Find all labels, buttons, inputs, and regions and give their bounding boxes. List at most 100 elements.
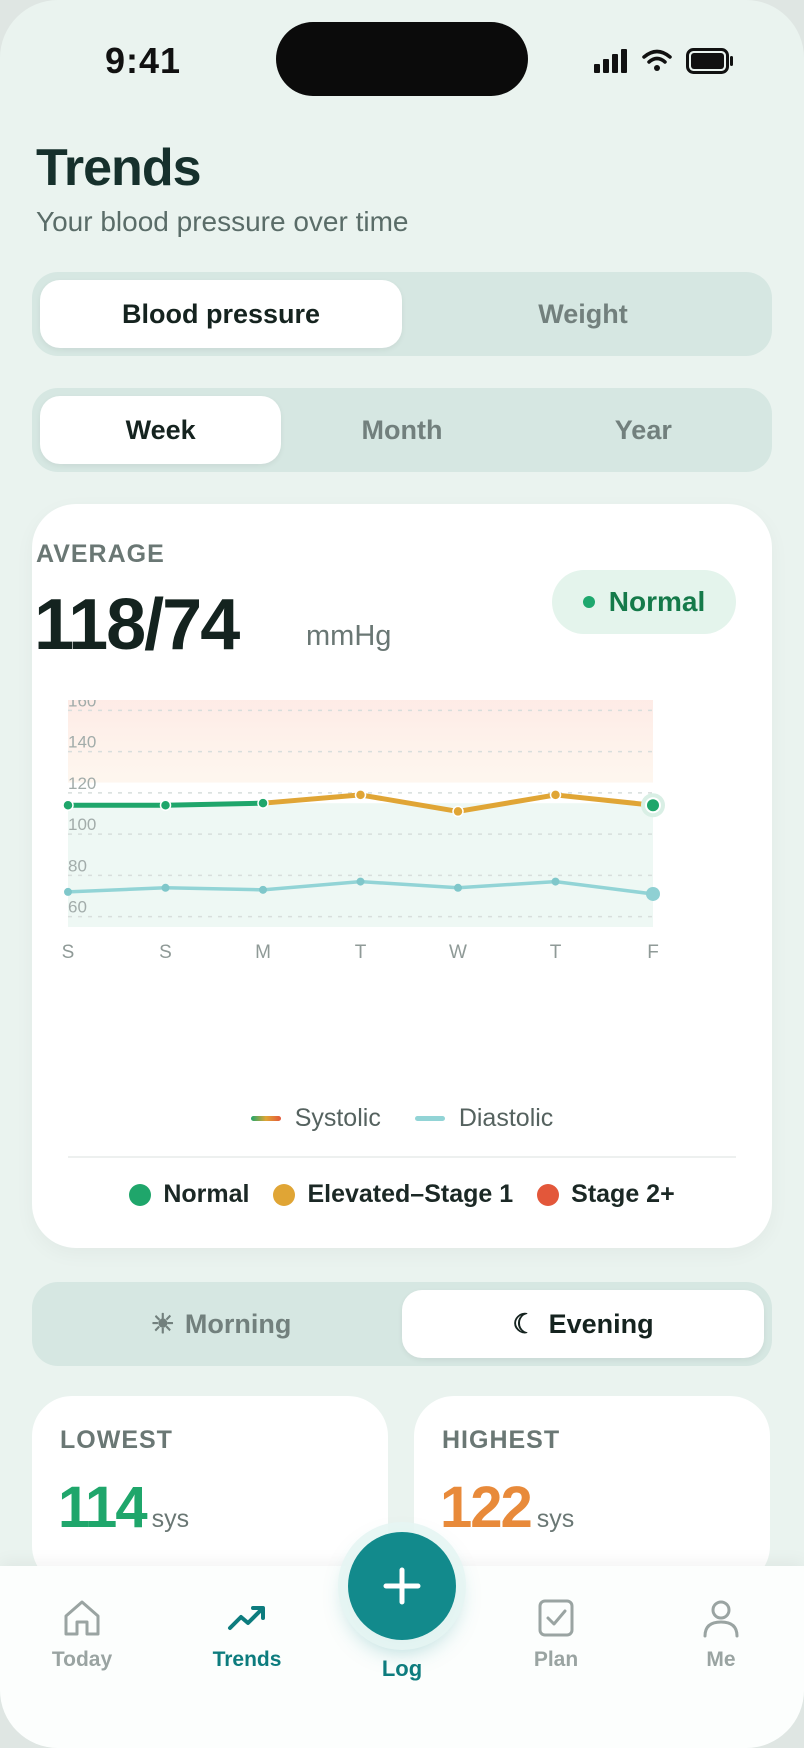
tab-log-label: Log	[381, 1656, 423, 1681]
systolic-point	[62, 799, 74, 811]
signal-icon	[594, 49, 627, 73]
normal-dot-icon	[129, 1183, 152, 1206]
zone-legend-stage2: Stage 2+	[537, 1180, 675, 1209]
systolic-point	[549, 789, 562, 801]
x-tick-label: F	[647, 942, 659, 963]
x-tick-label: S	[62, 942, 75, 963]
tab-year[interactable]: Year	[614, 414, 672, 445]
plus-icon	[383, 1567, 421, 1605]
log-fab-button[interactable]	[348, 1532, 456, 1640]
average-unit: mmHg	[306, 620, 392, 652]
x-tick-label: M	[255, 942, 271, 963]
tab-me[interactable]: Me	[661, 1596, 781, 1672]
stage2-dot-icon	[537, 1183, 560, 1206]
y-tick-label: 60	[68, 898, 87, 917]
legend-systolic-label: Systolic	[294, 1104, 381, 1132]
lowest-label: LOWEST	[60, 1426, 173, 1454]
tab-morning[interactable]: ☀ Morning	[40, 1290, 402, 1358]
tab-blood-pressure[interactable]: Blood pressure	[40, 280, 402, 348]
tab-morning-label: Morning	[184, 1308, 292, 1339]
y-tick-label: 120	[68, 774, 96, 793]
trend-up-icon	[228, 1606, 265, 1630]
diastolic-point	[64, 887, 72, 896]
systolic-segment	[358, 792, 461, 814]
zone-legend-normal: Normal	[129, 1180, 249, 1209]
tab-evening[interactable]: ☾ Evening	[402, 1290, 764, 1358]
lowest-value: 114	[58, 1475, 148, 1540]
tab-trends[interactable]: Trends	[187, 1596, 307, 1672]
sun-icon: ☀	[150, 1308, 175, 1339]
legend-systolic: Systolic	[250, 1104, 381, 1133]
lowest-stat-card: LOWEST 114 sys	[32, 1396, 388, 1586]
tab-month[interactable]: Month	[361, 414, 443, 445]
zone-normal	[68, 803, 653, 927]
y-tick-label: 100	[68, 815, 96, 834]
person-icon	[703, 1600, 739, 1638]
period-segmented-control: Week Month Year	[32, 388, 772, 472]
highest-value-row: 122 sys	[440, 1474, 574, 1541]
average-value: 118/74	[34, 585, 240, 665]
systolic-point	[257, 797, 269, 809]
lowest-value-row: 114 sys	[58, 1474, 189, 1541]
x-tick-label: T	[550, 942, 562, 963]
highest-label: HIGHEST	[442, 1426, 561, 1454]
wifi-icon	[642, 49, 672, 71]
elevated-dot-icon	[273, 1183, 296, 1206]
status-icons	[594, 48, 734, 74]
series-legend: Systolic Diastolic	[0, 1104, 804, 1133]
systolic-segment	[455, 792, 558, 814]
time-of-day-segmented-control: ☀ Morning ☾ Evening	[32, 1282, 772, 1366]
tab-plan-label: Plan	[533, 1648, 579, 1671]
metric-segmented-control: Blood pressure Weight	[32, 272, 772, 356]
x-tick-label: S	[159, 942, 172, 963]
systolic-point	[159, 799, 172, 811]
bp-line-chart: 160 140 120 100 80 60 S S M T W T F	[62, 700, 665, 963]
tab-me-label: Me	[706, 1648, 736, 1671]
page-subtitle: Your blood pressure over time	[36, 206, 409, 237]
legend-diastolic: Diastolic	[414, 1104, 554, 1133]
page-title: Trends	[36, 139, 201, 197]
systolic-swatch	[250, 1116, 281, 1121]
tab-week[interactable]: Week	[40, 396, 282, 464]
zone-legend-elevated-label: Elevated–Stage 1	[307, 1180, 514, 1208]
tab-plan[interactable]: Plan	[496, 1596, 616, 1672]
diastolic-point	[161, 883, 170, 892]
y-tick-label: 80	[68, 856, 87, 875]
highest-value: 122	[440, 1475, 533, 1540]
x-tick-label: W	[449, 942, 467, 963]
card-divider	[68, 1156, 736, 1158]
zone-legend: Normal Elevated–Stage 1 Stage 2+	[0, 1180, 804, 1209]
y-tick-label: 140	[68, 733, 96, 752]
moon-icon: ☾	[512, 1308, 537, 1339]
status-time: 9:41	[105, 40, 182, 81]
bottom-tab-bar: Today Trends Plan Me	[0, 1566, 804, 1748]
zone-stage2	[68, 700, 653, 783]
y-tick-label: 160	[68, 700, 96, 710]
systolic-point	[452, 805, 464, 818]
dynamic-island	[276, 22, 528, 96]
tab-weight[interactable]: Weight	[538, 298, 628, 329]
highest-stat-card: HIGHEST 122 sys	[414, 1396, 770, 1586]
battery-icon	[686, 48, 733, 74]
tab-today-label: Today	[51, 1648, 113, 1671]
diastolic-point	[551, 877, 560, 886]
systolic-point	[354, 789, 367, 801]
systolic-point	[645, 797, 661, 814]
systolic-segment	[260, 792, 363, 806]
diastolic-point	[356, 877, 365, 886]
status-badge-label: Normal	[608, 586, 706, 617]
status-bar: 9:41	[0, 0, 804, 120]
x-tick-label: T	[355, 942, 367, 963]
tab-evening-label: Evening	[548, 1308, 654, 1339]
diastolic-point	[259, 885, 267, 894]
tab-today[interactable]: Today	[22, 1596, 142, 1672]
tab-trends-label: Trends	[212, 1648, 282, 1671]
status-dot-icon	[582, 596, 595, 608]
systolic-segment	[553, 792, 656, 808]
zone-legend-stage2-label: Stage 2+	[571, 1180, 675, 1208]
diastolic-swatch	[414, 1116, 445, 1121]
legend-diastolic-label: Diastolic	[458, 1104, 554, 1132]
status-badge: Normal	[552, 570, 736, 634]
zone-legend-elevated: Elevated–Stage 1	[273, 1180, 513, 1209]
home-icon	[64, 1600, 100, 1636]
